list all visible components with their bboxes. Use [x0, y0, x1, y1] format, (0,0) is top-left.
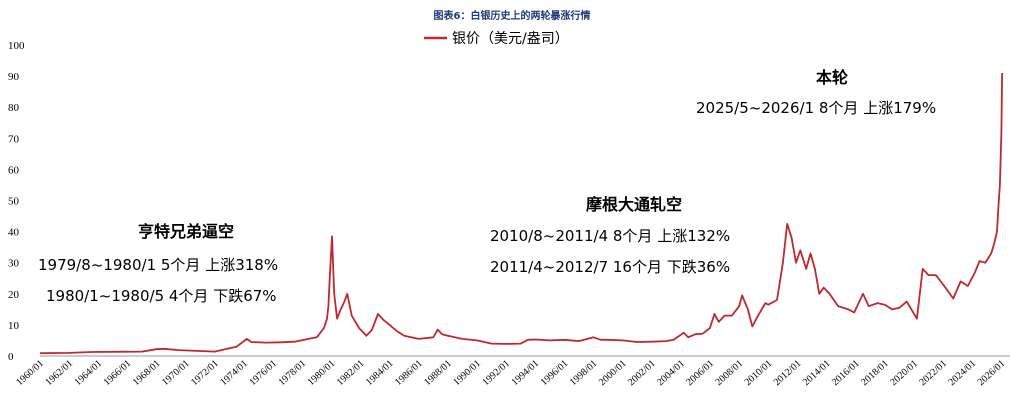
annotation-heading: 摩根大通轧空 [586, 195, 682, 214]
x-tick-label: 2004/01 [655, 358, 687, 388]
x-tick-label: 2016/01 [830, 358, 862, 388]
annotation-heading: 亨特兄弟逼空 [138, 222, 234, 241]
x-tick-label: 2014/01 [801, 358, 833, 388]
x-tick-label: 2022/01 [917, 358, 949, 388]
x-tick-label: 2018/01 [859, 358, 891, 388]
y-tick-label: 100 [8, 40, 25, 52]
x-tick-label: 2026/01 [976, 358, 1008, 388]
annotation-line: 1980/1~1980/5 4个月 下跌67% [46, 287, 277, 305]
x-tick-label: 2000/01 [597, 358, 629, 388]
x-tick-label: 1966/01 [102, 358, 134, 388]
x-tick-label: 1982/01 [335, 358, 367, 388]
x-tick-label: 1962/01 [43, 358, 75, 388]
x-tick-label: 1978/01 [276, 358, 308, 388]
legend-label: 银价（美元/盎司） [452, 31, 569, 47]
x-tick-label: 2010/01 [743, 358, 775, 388]
annotation-line: 2025/5~2026/1 8个月 上涨179% [696, 99, 936, 117]
x-tick-label: 1980/01 [306, 358, 338, 388]
annotation-hunt-brothers: 亨特兄弟逼空 1979/8~1980/1 5个月 上涨318% 1980/1~1… [38, 222, 278, 305]
y-tick-label: 50 [8, 196, 20, 208]
annotation-heading: 本轮 [816, 68, 848, 87]
y-tick-label: 10 [8, 320, 20, 332]
series-line-silver-price [39, 72, 1003, 355]
y-tick-label: 60 [8, 164, 20, 176]
x-tick-label: 2020/01 [888, 358, 920, 388]
annotation-line: 2010/8~2011/4 8个月 上涨132% [490, 227, 730, 245]
legend: 银价（美元/盎司） [424, 31, 569, 47]
y-tick-label: 30 [8, 258, 20, 270]
x-tick-label: 1964/01 [73, 358, 105, 388]
x-tick-label: 1988/01 [422, 358, 454, 388]
y-tick-label: 40 [8, 227, 20, 239]
y-tick-label: 70 [8, 133, 20, 145]
annotation-line: 2011/4~2012/7 16个月 下跌36% [490, 258, 730, 276]
x-tick-label: 1970/01 [160, 358, 192, 388]
annotation-line: 1979/8~1980/1 5个月 上涨318% [38, 256, 278, 274]
x-tick-label: 2008/01 [713, 358, 745, 388]
x-tick-label: 2006/01 [684, 358, 716, 388]
x-tick-label: 1992/01 [480, 358, 512, 388]
chart-title: 图表6：白银历史上的两轮暴涨行情 [434, 9, 591, 22]
x-tick-label: 2012/01 [772, 358, 804, 388]
x-tick-label: 1996/01 [539, 358, 571, 388]
x-axis: 1960/011962/011964/011966/011968/011970/… [14, 358, 1007, 388]
x-tick-label: 2024/01 [947, 358, 979, 388]
annotation-current-round: 本轮 2025/5~2026/1 8个月 上涨179% [696, 68, 936, 117]
y-axis: 0 10 20 30 40 50 60 70 80 90 100 [8, 40, 25, 363]
x-tick-label: 1972/01 [189, 358, 221, 388]
x-tick-label: 1998/01 [568, 358, 600, 388]
y-tick-label: 90 [8, 71, 20, 83]
x-tick-label: 1990/01 [451, 358, 483, 388]
x-tick-label: 1984/01 [364, 358, 396, 388]
series-layer [39, 72, 1003, 355]
x-tick-label: 1968/01 [131, 358, 163, 388]
x-tick-label: 1960/01 [14, 358, 46, 388]
y-tick-label: 0 [8, 351, 14, 363]
x-tick-label: 1974/01 [218, 358, 250, 388]
annotation-jpmorgan: 摩根大通轧空 2010/8~2011/4 8个月 上涨132% 2011/4~2… [490, 195, 730, 276]
y-tick-label: 20 [8, 289, 20, 301]
x-tick-label: 1986/01 [393, 358, 425, 388]
x-tick-label: 1994/01 [510, 358, 542, 388]
y-tick-label: 80 [8, 102, 20, 114]
x-tick-label: 2002/01 [626, 358, 658, 388]
x-tick-label: 1976/01 [247, 358, 279, 388]
